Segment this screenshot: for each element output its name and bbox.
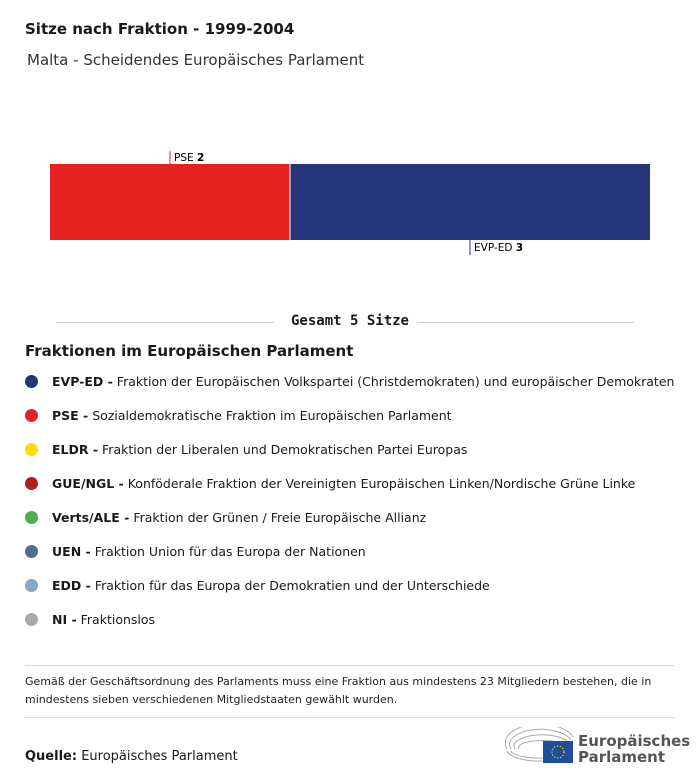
legend-abbr: PSE -	[52, 408, 89, 423]
parliament-logo-icon	[505, 727, 574, 763]
legend-abbr: EVP-ED -	[52, 374, 113, 389]
legend-abbr: GUE/NGL -	[52, 476, 124, 491]
logo-text: Europäisches Parlament	[578, 732, 691, 766]
legend-dot-icon	[25, 613, 38, 626]
source: Quelle: Europäisches Parlament	[25, 749, 238, 764]
legend-dot-icon	[25, 579, 38, 592]
legend-item: EVP-ED - Fraktion der Europäischen Volks…	[25, 374, 674, 389]
legend-name: Konföderale Fraktion der Vereinigten Eur…	[127, 476, 636, 491]
legend-item: PSE - Sozialdemokratische Fraktion im Eu…	[25, 408, 452, 423]
data-label: PSE 2	[174, 152, 204, 164]
legend-dot-icon	[25, 443, 38, 456]
legend-title: Fraktionen im Europäischen Parlament	[25, 342, 354, 360]
total-seats: Gesamt 5 Sitze	[0, 312, 700, 334]
data-label: EVP-ED 3	[474, 242, 523, 254]
divider	[25, 665, 675, 666]
seat-bar-chart: PSE 2 EVP-ED 3	[50, 151, 650, 255]
divider	[56, 322, 274, 323]
source-label: Quelle:	[25, 749, 78, 764]
legend-abbr: Verts/ALE -	[52, 510, 130, 525]
legend-item: GUE/NGL - Konföderale Fraktion der Verei…	[25, 476, 635, 491]
divider	[25, 717, 675, 718]
source-value: Europäisches Parlament	[81, 749, 238, 764]
legend-item: ELDR - Fraktion der Liberalen und Demokr…	[25, 442, 467, 457]
legend-item: UEN - Fraktion Union für das Europa der …	[25, 544, 366, 559]
legend-name: Fraktion der Liberalen und Demokratische…	[102, 442, 468, 457]
legend-abbr: UEN -	[52, 544, 91, 559]
legend-dot-icon	[25, 545, 38, 558]
legend-item: NI - Fraktionslos	[25, 612, 155, 627]
legend-dot-icon	[25, 477, 38, 490]
legend-item: Verts/ALE - Fraktion der Grünen / Freie …	[25, 510, 426, 525]
bar-evp-ed	[290, 164, 650, 240]
legend-dot-icon	[25, 511, 38, 524]
legend-abbr: NI -	[52, 612, 77, 627]
legend-dot-icon	[25, 409, 38, 422]
divider	[418, 322, 634, 323]
legend-name: Fraktion der Grünen / Freie Europäische …	[133, 510, 427, 525]
legend-abbr: ELDR -	[52, 442, 99, 457]
legend-name: Fraktion für das Europa der Demokratien …	[94, 578, 490, 593]
total-label: Gesamt 5 Sitze	[284, 313, 415, 329]
legend-abbr: EDD -	[52, 578, 91, 593]
bar-pse	[50, 164, 290, 240]
legend-dot-icon	[25, 375, 38, 388]
legend-name: Fraktion der Europäischen Volkspartei (C…	[116, 374, 675, 389]
legend-name: Fraktion Union für das Europa der Nation…	[94, 544, 366, 559]
footnote: Gemäß der Geschäftsordnung des Parlament…	[25, 675, 652, 706]
legend-name: Fraktionslos	[80, 612, 156, 627]
legend-name: Sozialdemokratische Fraktion im Europäis…	[92, 408, 452, 423]
chart-subtitle: Malta - Scheidendes Europäisches Parlame…	[27, 51, 365, 69]
chart-title: Sitze nach Fraktion - 1999-2004	[25, 20, 295, 38]
legend-item: EDD - Fraktion für das Europa der Demokr…	[25, 578, 490, 593]
